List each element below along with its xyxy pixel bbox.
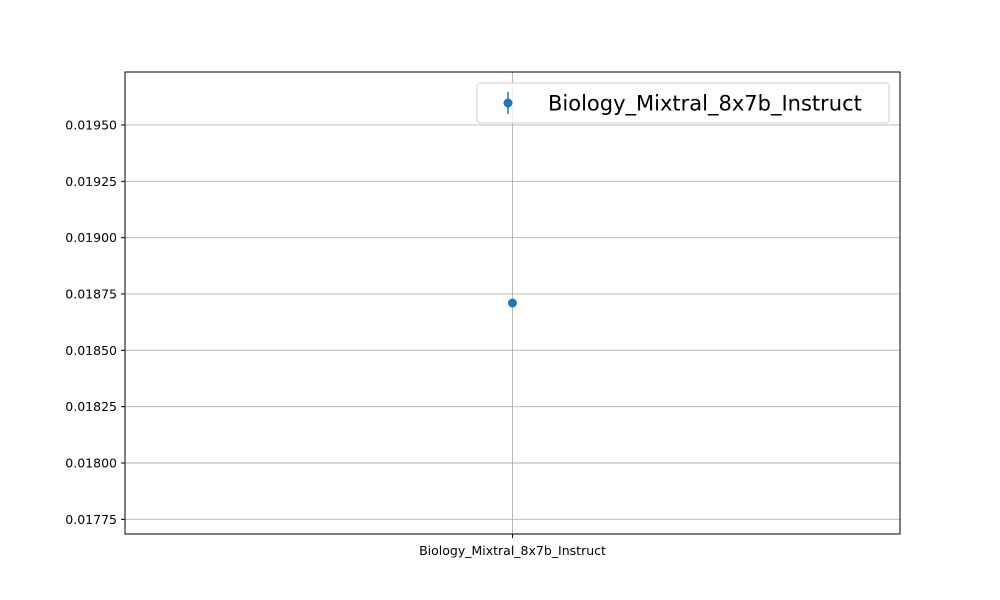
y-tick-label: 0.01825 [65,399,117,414]
legend-box [476,82,890,124]
data-point [508,298,517,308]
x-tick-label: Biology_Mixtral_8x7b_Instruct [419,543,606,558]
y-tick-label: 0.01775 [65,512,117,527]
y-tick-label: 0.01900 [65,230,117,245]
axis-ticks: 0.01775 0.01800 0.01825 0.01850 0.01875 0.019… [65,117,606,558]
data-series [508,298,517,308]
plot-frame [124,71,901,535]
legend-label: Biology_Mixtral_8x7b_Instruct [548,92,862,117]
y-tick-label: 0.01850 [65,343,117,358]
y-tick-label: 0.01950 [65,117,117,132]
grid-lines [125,72,900,534]
y-tick-label: 0.01800 [65,456,117,471]
y-tick-label: 0.01875 [65,286,117,301]
legend: Biology_Mixtral_8x7b_Instruct [476,82,890,124]
y-tick-label: 0.01925 [65,174,117,189]
legend-point-marker [503,98,513,108]
